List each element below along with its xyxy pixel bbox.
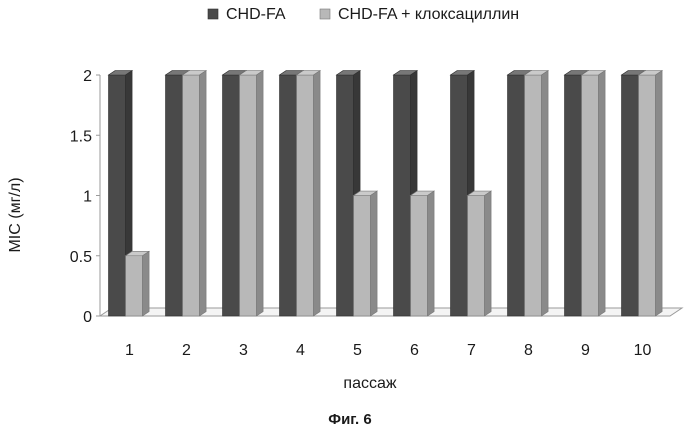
x-tick-label: 9 bbox=[581, 342, 590, 359]
bar bbox=[525, 71, 549, 316]
legend-swatch bbox=[320, 9, 330, 19]
bar bbox=[639, 71, 663, 316]
y-tick-label: 0 bbox=[83, 309, 92, 326]
bar bbox=[183, 71, 207, 316]
bar bbox=[354, 191, 378, 316]
bar bbox=[411, 191, 435, 316]
x-tick-label: 3 bbox=[239, 342, 248, 359]
bar bbox=[126, 251, 150, 316]
x-tick-label: 2 bbox=[182, 342, 191, 359]
x-axis-title: пассаж bbox=[343, 375, 396, 392]
figure-caption: Фиг. 6 bbox=[328, 411, 371, 428]
y-axis-title: MIC (мг/л) bbox=[7, 177, 24, 252]
y-tick-label: 2 bbox=[83, 68, 92, 85]
bar bbox=[468, 191, 492, 316]
legend: CHD-FA CHD-FA + клоксациллин bbox=[208, 6, 519, 23]
x-tick-label: 4 bbox=[296, 342, 305, 359]
y-tick-label: 1 bbox=[83, 189, 92, 206]
x-tick-label: 10 bbox=[634, 342, 652, 359]
x-tick-label: 5 bbox=[353, 342, 362, 359]
bars bbox=[109, 71, 663, 316]
y-tick-label: 0.5 bbox=[70, 249, 92, 266]
x-tick-label: 6 bbox=[410, 342, 419, 359]
bar bbox=[297, 71, 321, 316]
bar bbox=[240, 71, 264, 316]
x-tick-label: 7 bbox=[467, 342, 476, 359]
y-tick-label: 1.5 bbox=[70, 128, 92, 145]
x-tick-label: 8 bbox=[524, 342, 533, 359]
legend-label: CHD-FA bbox=[226, 6, 286, 23]
bar bbox=[582, 71, 606, 316]
x-tick-label: 1 bbox=[125, 342, 134, 359]
legend-swatch bbox=[208, 9, 218, 19]
legend-label: CHD-FA + клоксациллин bbox=[338, 6, 519, 23]
